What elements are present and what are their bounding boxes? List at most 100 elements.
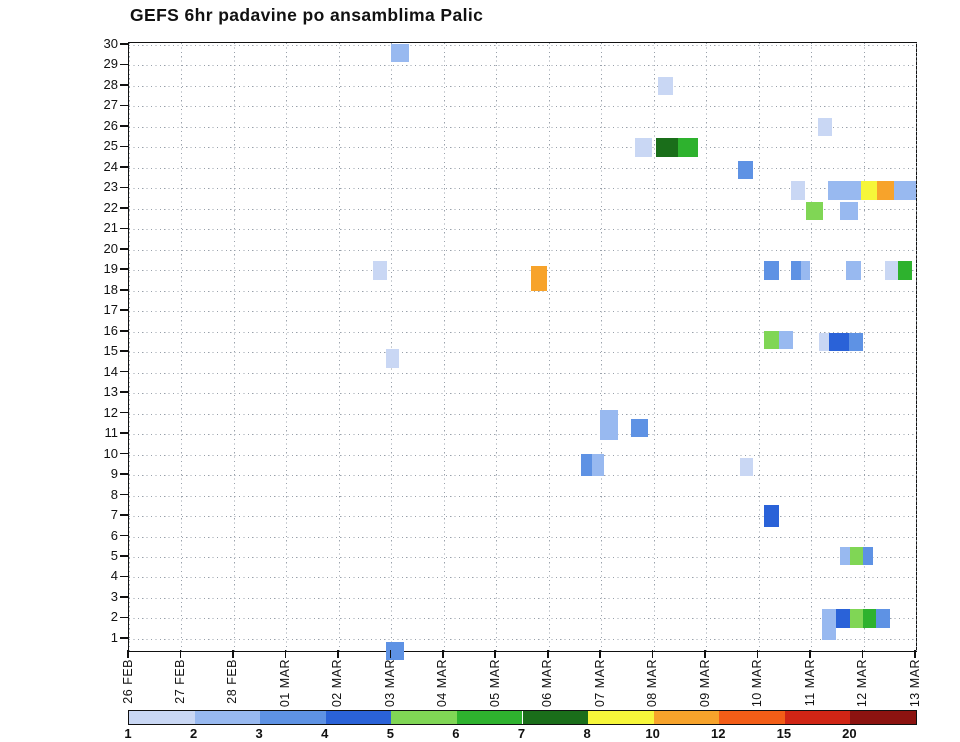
- y-tick-label: 23: [103, 179, 118, 195]
- y-tick-label: 18: [103, 281, 118, 297]
- grid-line-vertical: [443, 43, 445, 651]
- precip-cell: [835, 609, 850, 628]
- x-tick-label: 06 MAR: [540, 659, 555, 708]
- precip-cell: [791, 181, 806, 200]
- grid-line-vertical: [653, 43, 655, 651]
- precip-cell: [763, 261, 780, 280]
- y-tick-label: 26: [103, 117, 118, 133]
- grid-line-horizontal: [129, 577, 916, 579]
- precip-cell: [822, 609, 837, 640]
- y-tick-label: 20: [103, 240, 118, 256]
- chart-title: GEFS 6hr padavine po ansamblima Palic: [130, 5, 484, 25]
- colorbar-segment: [129, 711, 195, 724]
- x-tick-mark: [284, 650, 287, 658]
- grid-line-horizontal: [129, 352, 916, 354]
- precip-cell: [845, 261, 861, 280]
- x-tick-mark: [914, 650, 916, 658]
- y-tick-mark: [120, 596, 128, 598]
- colorbar-segment: [325, 711, 392, 724]
- grid-line-vertical: [811, 43, 813, 651]
- grid-line-vertical: [233, 43, 235, 651]
- y-tick-label: 19: [103, 261, 118, 277]
- x-tick-label: 08 MAR: [645, 659, 660, 708]
- x-tick-mark: [756, 650, 759, 658]
- x-tick-label: 26 FEB: [120, 659, 135, 704]
- precip-cell: [876, 609, 891, 628]
- x-tick-label: 13 MAR: [907, 659, 922, 708]
- x-tick-label: 07 MAR: [592, 659, 607, 708]
- y-tick-mark: [120, 104, 128, 107]
- grid-line-horizontal: [129, 45, 916, 46]
- x-tick-mark: [389, 650, 392, 658]
- y-tick-mark: [120, 227, 128, 230]
- y-tick-mark: [120, 350, 128, 352]
- grid-line-horizontal: [129, 413, 916, 415]
- grid-line-vertical: [916, 43, 917, 651]
- colorbar-segment: [653, 711, 720, 724]
- y-tick-mark: [120, 637, 128, 639]
- y-tick-mark: [120, 268, 128, 271]
- x-tick-label: 01 MAR: [277, 659, 292, 708]
- y-tick-mark: [120, 452, 128, 455]
- y-tick-mark: [120, 432, 128, 434]
- grid-line-horizontal: [129, 85, 916, 87]
- precip-cell: [631, 418, 648, 438]
- colorbar-label: 12: [711, 726, 726, 741]
- grid-line-vertical: [863, 43, 865, 651]
- precip-cell: [860, 181, 878, 200]
- grid-line-vertical: [548, 43, 550, 651]
- x-tick-mark: [232, 650, 234, 658]
- precip-cell: [372, 261, 388, 280]
- y-tick-label: 30: [103, 36, 118, 51]
- precip-cell: [893, 181, 916, 200]
- y-tick-label: 6: [110, 527, 118, 543]
- colorbar-segment: [260, 711, 326, 724]
- y-tick-label: 28: [103, 76, 118, 92]
- grid-line-horizontal: [129, 290, 916, 292]
- grid-line-horizontal: [129, 516, 916, 518]
- grid-line-horizontal: [129, 536, 916, 538]
- grid-line-horizontal: [129, 475, 916, 477]
- precip-cell: [817, 117, 833, 137]
- precip-cell: [839, 201, 858, 221]
- y-tick-mark: [120, 411, 128, 414]
- y-tick-mark: [120, 370, 128, 373]
- y-tick-mark: [120, 391, 128, 393]
- precip-cell: [898, 261, 913, 280]
- grid-line-horizontal: [129, 106, 916, 108]
- x-tick-label: 04 MAR: [435, 659, 450, 708]
- plot-area: [128, 42, 917, 661]
- precip-cell: [634, 138, 652, 157]
- y-tick-label: 24: [103, 158, 118, 174]
- grid-line-horizontal: [129, 208, 916, 210]
- y-tick-label: 5: [110, 548, 118, 563]
- colorbar-segment: [194, 711, 261, 724]
- colorbar-segment: [850, 711, 916, 724]
- x-tick-label: 10 MAR: [750, 659, 765, 708]
- grid-line-horizontal: [129, 454, 916, 456]
- grid-line-horizontal: [129, 311, 916, 313]
- y-tick-label: 7: [110, 507, 118, 523]
- grid-line-horizontal: [129, 126, 916, 128]
- y-tick-mark: [120, 575, 128, 578]
- colorbar-label: 6: [452, 726, 460, 741]
- grid-line-vertical: [181, 43, 183, 651]
- x-tick-label: 02 MAR: [330, 659, 345, 708]
- y-tick-label: 1: [110, 629, 118, 645]
- y-tick-mark: [120, 514, 128, 516]
- colorbar-segment: [522, 711, 589, 724]
- y-tick-label: 4: [110, 568, 118, 584]
- precip-cell: [530, 266, 548, 291]
- grid-line-horizontal: [129, 65, 916, 67]
- precip-cell: [818, 332, 829, 352]
- y-tick-label: 16: [103, 322, 118, 338]
- y-tick-label: 2: [110, 609, 118, 625]
- y-tick-label: 17: [103, 302, 118, 318]
- x-tick-mark: [442, 650, 444, 658]
- precip-cell: [386, 349, 400, 368]
- precip-cell: [740, 457, 754, 477]
- colorbar-segment: [588, 711, 654, 724]
- precip-cell: [801, 261, 810, 280]
- grid-line-horizontal: [129, 638, 916, 640]
- y-tick-mark: [120, 186, 128, 189]
